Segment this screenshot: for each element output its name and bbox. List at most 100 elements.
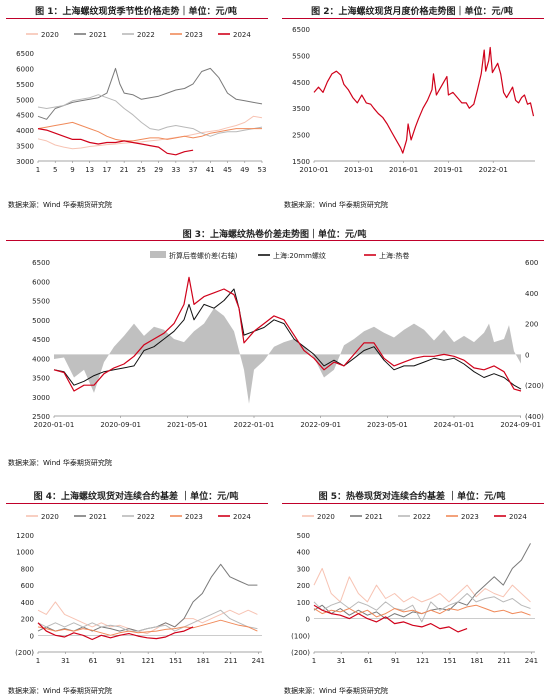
c1-y-tick-label: 5500 <box>16 81 34 89</box>
c1-x-tick-label: 29 <box>154 166 163 174</box>
c5-series-line-0 <box>314 568 531 602</box>
c3-y2-tick-label: (400) <box>525 413 544 421</box>
c1-x-tick-label: 5 <box>53 166 57 174</box>
c5-x-tick-label: 121 <box>416 657 429 665</box>
c1-y-tick-label: 3000 <box>16 158 34 166</box>
c4-x-tick-label: 211 <box>224 657 237 665</box>
c1-x-tick-label: 41 <box>206 166 215 174</box>
c5-series-line-1 <box>314 543 531 618</box>
c1-legend-label: 2020 <box>41 31 59 39</box>
c1-y-tick-label: 4500 <box>16 112 34 120</box>
chart4-rule <box>6 503 268 504</box>
c3-x-tick-label: 2022-09-01 <box>300 421 341 429</box>
c1-legend-label: 2024 <box>233 31 251 39</box>
chart1: 3000 3500 4000 4500 5000 5500 6000 6500 1 5 9 13 17 2… <box>0 19 272 179</box>
chart4: (200)0200400600800100012001 31 61 91 121 151 1… <box>0 505 272 670</box>
c5-legend-label: 2023 <box>461 513 479 521</box>
c3-y2-tick-label: 600 <box>525 259 538 267</box>
c3-x-tick-label: 2020-01-01 <box>34 421 75 429</box>
c1-series-line-0 <box>38 116 262 148</box>
c1-x-tick-label: 25 <box>137 166 146 174</box>
c2-x-tick-label: 2019-01 <box>434 166 463 174</box>
c1-x-tick-label: 53 <box>258 166 267 174</box>
c1-legend-label: 2023 <box>185 31 203 39</box>
c5-y-tick-label: 500 <box>297 532 310 540</box>
c1-y-tick-label: 5000 <box>16 96 34 104</box>
chart3-source: 数据来源：Wind 华泰期货研究院 <box>8 458 112 468</box>
c3-y-tick-label: 6500 <box>32 259 50 267</box>
chart3-title: 图 3：上海螺纹热卷价差走势图｜单位：元/吨 <box>0 227 549 240</box>
c4-x-tick-label: 121 <box>141 657 154 665</box>
c2-y-tick-label: 3500 <box>292 105 310 113</box>
c1-y-tick-label: 6500 <box>16 50 34 58</box>
c4-legend-label: 2023 <box>185 513 203 521</box>
c2-y-tick-label: 2500 <box>292 132 310 140</box>
c2-x-tick-label: 2016-01 <box>389 166 418 174</box>
c4-series-line-2 <box>38 610 257 631</box>
c1-series-line-1 <box>38 68 262 119</box>
c3-y-tick-label: 3500 <box>32 375 50 383</box>
c5-legend-label: 2024 <box>509 513 527 521</box>
c4-y-tick-label: (200) <box>15 649 34 657</box>
c1-x-tick-label: 17 <box>102 166 111 174</box>
chart4-title: 图 4：上海螺纹现货对连续合约基差 ｜单位：元/吨 <box>0 489 272 502</box>
c1-x-tick-label: 37 <box>189 166 198 174</box>
c3-y-tick-label: 5500 <box>32 298 50 306</box>
c3-x-tick-label: 2020-09-01 <box>100 421 141 429</box>
chart2: 1500 2500 3500 4500 5500 6500 2010-01 2013-01 20… <box>276 19 549 179</box>
c4-y-tick-label: 200 <box>21 616 34 624</box>
c5-y-tick-label: (200) <box>291 649 310 657</box>
c5-x-tick-label: 241 <box>525 657 538 665</box>
c3-y-tick-label: 4500 <box>32 336 50 344</box>
c5-y-tick-label: (100) <box>291 632 310 640</box>
chart3: 250030003500400045005000550060006500(400… <box>0 242 549 434</box>
c1-x-tick-label: 45 <box>223 166 232 174</box>
c1-x-tick-label: 1 <box>36 166 40 174</box>
c2-y-tick-label: 5500 <box>292 52 310 60</box>
c1-x-tick-label: 33 <box>171 166 180 174</box>
c3-y-tick-label: 4000 <box>32 355 50 363</box>
c3-legend-label: 上海:20mm螺纹 <box>273 251 326 260</box>
chart1-title: 图 1：上海螺纹现货季节性价格走势｜单位：元/吨 <box>0 4 272 17</box>
c3-y-tick-label: 6000 <box>32 278 50 286</box>
c5-legend-label: 2020 <box>317 513 335 521</box>
chart5-title: 图 5：热卷现货对连续合约基差 ｜单位：元/吨 <box>276 489 548 502</box>
c5-y-tick-label: 300 <box>297 565 310 573</box>
c1-series-line-4 <box>38 129 193 155</box>
c5-y-tick-label: 200 <box>297 582 310 590</box>
c1-y-tick-label: 3500 <box>16 143 34 151</box>
chart5-rule <box>282 503 544 504</box>
c3-y2-tick-label: 200 <box>525 321 538 329</box>
c4-legend-label: 2022 <box>137 513 155 521</box>
c5-x-tick-label: 211 <box>498 657 511 665</box>
chart2-title: 图 2：上海螺纹现货月度价格走势图｜单位：元/吨 <box>276 4 548 17</box>
c3-y2-tick-label: (200) <box>525 382 544 390</box>
c4-y-tick-label: 400 <box>21 599 34 607</box>
chart5: (200) (100) 0 100 200 300 400 500 1 31 61 91 121 151 1… <box>276 505 549 670</box>
c1-y-tick-label: 6000 <box>16 65 34 73</box>
c2-x-tick-label: 2013-01 <box>344 166 373 174</box>
c4-x-tick-label: 241 <box>252 657 265 665</box>
c1-x-tick-label: 9 <box>70 166 74 174</box>
c4-x-tick-label: 91 <box>116 657 125 665</box>
c5-legend-label: 2022 <box>413 513 431 521</box>
c4-x-tick-label: 181 <box>197 657 210 665</box>
c4-y-tick-label: 0 <box>30 632 34 640</box>
c5-legend-label: 2021 <box>365 513 383 521</box>
c3-legend-label: 上海:热卷 <box>379 251 409 260</box>
c3-legend-label: 折算后卷螺价差(右轴) <box>169 251 238 260</box>
c1-x-tick-label: 21 <box>120 166 129 174</box>
c5-y-tick-label: 400 <box>297 549 310 557</box>
c5-x-tick-label: 181 <box>470 657 483 665</box>
c3-y-tick-label: 5000 <box>32 317 50 325</box>
c1-x-tick-label: 13 <box>85 166 94 174</box>
c1-legend-label: 2021 <box>89 31 107 39</box>
c3-series-line-2 <box>54 277 521 391</box>
c2-x-tick-label: 2022-01 <box>479 166 508 174</box>
c5-x-tick-label: 151 <box>443 657 456 665</box>
chart5-source: 数据来源：Wind 华泰期货研究院 <box>284 686 388 696</box>
c4-x-tick-label: 1 <box>36 657 40 665</box>
c5-x-tick-label: 91 <box>391 657 400 665</box>
c1-y-tick-label: 4000 <box>16 127 34 135</box>
c4-y-tick-label: 1200 <box>16 532 34 540</box>
